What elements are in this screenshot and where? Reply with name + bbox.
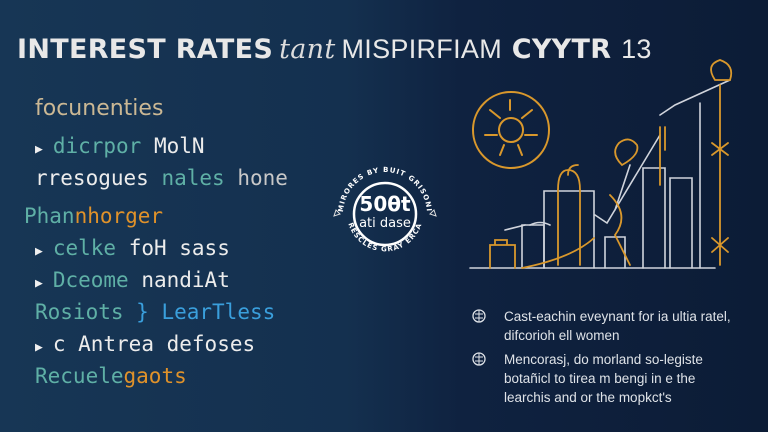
list-item: ▶ celke foH sass — [35, 236, 230, 260]
list-heading: focunenties — [35, 96, 164, 121]
item-text: nales — [161, 166, 225, 190]
badge-ring-icon: MIRORES BY BUIT GRISONI RESCLES GRAY ERC… — [333, 166, 437, 253]
item-text: nhorger — [74, 204, 164, 228]
bullet-arrow-icon: ▶ — [35, 244, 43, 259]
page-title: INTEREST RATES tant MISPIRFIAM CYYTR 13 — [17, 34, 652, 65]
item-text: celke — [52, 236, 117, 260]
list-item: Recuelegaots — [35, 364, 187, 388]
growth-line-icon — [489, 59, 733, 269]
item-text: gaots — [123, 364, 187, 388]
item-text: hone — [237, 166, 288, 190]
title-part: INTEREST RATES — [17, 34, 274, 65]
city-growth-illustration — [469, 59, 733, 269]
item-text: Recuele — [35, 364, 124, 388]
badge-subtitle: ati dase — [359, 216, 411, 231]
list-item: ▶ c Antrea defoses — [35, 332, 255, 356]
list-item: ▶ Dceome nandiAt — [35, 268, 230, 292]
item-text: MolN — [154, 134, 205, 158]
item-text: c Antrea defoses — [52, 332, 256, 356]
rate-badge: MIRORES BY BUIT GRISONI RESCLES GRAY ERC… — [326, 158, 444, 266]
item-text: Phan — [24, 204, 75, 228]
item-text: foH sass — [128, 236, 230, 260]
list-item: Rosiots } LearTless — [35, 300, 275, 324]
bullet-arrow-icon: ▶ — [35, 340, 43, 355]
location-pin-icon — [614, 138, 639, 167]
note-item: Cast-eachin eveynant for ia ultia ratel,… — [472, 307, 752, 347]
note-text: Cast-eachin eveynant for ia ultia ratel,… — [504, 309, 731, 343]
title-part: tant — [279, 34, 336, 65]
item-text: Dceome — [52, 268, 129, 292]
list-item: Phannhorger — [24, 204, 163, 228]
badge-number: 50θt — [359, 192, 411, 216]
skyline-icon — [469, 79, 731, 269]
item-text: } LearTless — [136, 300, 276, 324]
clock-dial-icon — [472, 91, 550, 169]
title-part: MISPIRFIAM — [341, 34, 503, 64]
globe-icon — [472, 309, 486, 323]
title-part: 13 — [621, 34, 652, 64]
bullet-arrow-icon: ▶ — [35, 142, 43, 157]
item-text: Rosiots — [35, 300, 124, 324]
bullet-arrow-icon: ▶ — [35, 276, 43, 291]
note-item: Mencorasj, do morland so-legiste botañic… — [472, 350, 752, 410]
globe-icon — [472, 352, 486, 366]
list-item: rresogues nales hone — [35, 166, 288, 190]
list-item: ▶ dicrpor MolN — [35, 134, 205, 158]
item-text: dicrpor — [52, 134, 142, 158]
note-text: Mencorasj, do morland so-legiste botañic… — [504, 352, 703, 405]
item-text: rresogues — [35, 166, 149, 190]
title-part: CYYTR — [511, 34, 612, 65]
item-text: nandiAt — [141, 268, 230, 292]
